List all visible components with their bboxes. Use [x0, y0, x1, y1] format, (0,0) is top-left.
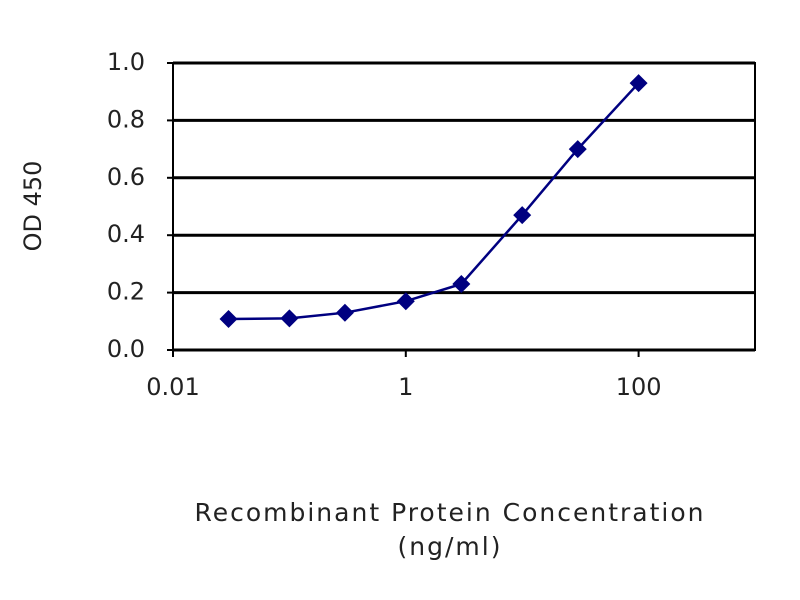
plot-area [172, 62, 756, 351]
y-tick-label: 0.4 [107, 220, 145, 248]
data-point [513, 206, 532, 225]
data-point [335, 303, 354, 322]
y-tick-label: 0.6 [107, 163, 145, 191]
x-tick-label: 100 [616, 373, 662, 401]
x-axis-label: (ng/ml) [398, 532, 503, 561]
y-axis-label: OD 450 [19, 161, 47, 252]
data-point [452, 274, 471, 293]
x-tick-label: 1 [398, 373, 413, 401]
data-point [280, 309, 299, 328]
y-tick-label: 0.8 [107, 105, 145, 133]
data-point [568, 140, 587, 159]
x-axis-label: Recombinant Protein Concentration [194, 498, 705, 527]
data-point [629, 74, 648, 93]
y-tick-label: 0.2 [107, 278, 145, 306]
data-point [396, 292, 415, 311]
y-tick-label: 0.0 [107, 335, 145, 363]
y-tick-label: 1.0 [107, 48, 145, 76]
data-line [228, 82, 640, 321]
x-tick-label: 0.01 [146, 373, 199, 401]
data-point [219, 310, 238, 329]
